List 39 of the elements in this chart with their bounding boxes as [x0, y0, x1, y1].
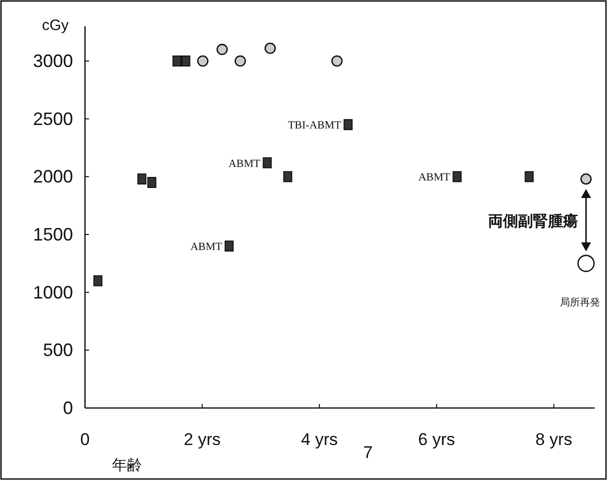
annotation: ABMT — [418, 172, 450, 184]
annotation: 局所再発 — [560, 296, 600, 308]
text: 7 — [363, 443, 373, 462]
annotation: 両側副腎腫瘍 — [488, 212, 578, 230]
y-tick-label: 2500 — [32, 108, 73, 129]
y-axis-title: cGy — [42, 17, 70, 34]
point — [234, 55, 246, 67]
point — [580, 173, 592, 185]
x-tick-label: 0 — [80, 430, 90, 449]
annotation: ABMT — [190, 241, 222, 254]
point — [262, 157, 272, 168]
point — [524, 171, 534, 182]
y-tick-label: 3000 — [32, 51, 73, 71]
point — [452, 171, 462, 182]
point — [147, 176, 156, 188]
x-tick-label: 6 yrs — [418, 430, 456, 449]
x-tick-label: 8 yrs — [535, 430, 572, 449]
point — [216, 44, 228, 56]
y-tick-label: 1000 — [32, 282, 73, 302]
x-axis-title: 年齢 — [112, 456, 142, 474]
point — [577, 254, 595, 272]
point — [264, 42, 276, 54]
point — [331, 55, 343, 67]
point — [197, 55, 208, 67]
point — [181, 56, 190, 66]
point — [224, 240, 234, 252]
x-tick-label: 2 yrs — [184, 430, 221, 449]
point — [172, 56, 182, 66]
point — [93, 275, 102, 286]
y-tick-label: 500 — [42, 340, 73, 360]
point — [137, 173, 146, 184]
annotation: TBI-ABMT — [288, 120, 342, 132]
y-tick-label: 0 — [62, 398, 73, 418]
y-tick-label: 2000 — [32, 166, 73, 187]
annotation: ABMT — [228, 158, 261, 170]
y-tick-label: 1500 — [32, 224, 73, 244]
point — [283, 171, 292, 182]
x-tick-label: 4 yrs — [300, 430, 338, 449]
point — [344, 119, 353, 130]
